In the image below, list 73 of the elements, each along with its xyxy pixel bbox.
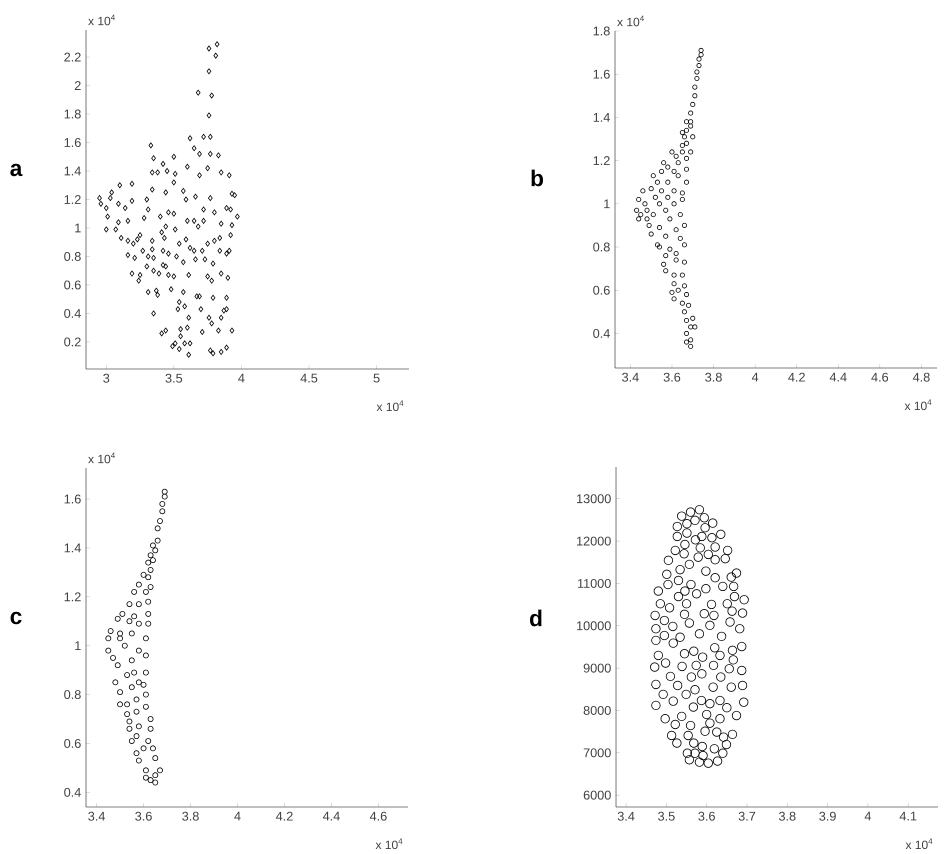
y-tick-label: 0.4 — [64, 308, 81, 318]
x-tick-label: 3.4 — [618, 812, 635, 821]
y-tick-label: 0.4 — [64, 788, 81, 797]
x-tick-label: 4.2 — [276, 812, 293, 821]
y-tick-label: 8000 — [584, 706, 611, 715]
x-tick-label: 4.2 — [788, 372, 805, 382]
y-tick-label: 6000 — [584, 790, 611, 800]
y-tick-label: 1 — [75, 641, 81, 650]
x-tick-label: 3.8 — [705, 372, 722, 382]
y-tick-label: 9000 — [584, 664, 611, 673]
y-tick-label: 10000 — [577, 621, 611, 630]
x-tick-label: 4 — [234, 812, 241, 820]
y-tick-label: 1.4 — [64, 544, 81, 552]
y-tick-label: 0.4 — [593, 328, 610, 338]
y-tick-label: 1 — [604, 199, 610, 208]
y-axis-title: x 10$^{4}$ — [617, 16, 644, 26]
y-tick-label: 0.8 — [64, 690, 81, 700]
y-tick-label: 13000 — [577, 494, 611, 504]
y-tick-label: 7000 — [584, 748, 611, 758]
text: d — [530, 610, 542, 626]
y-tick-label: 0.6 — [64, 280, 81, 290]
y-tick-label: 1.6 — [64, 494, 81, 504]
y-tick-label: 1 — [75, 224, 81, 232]
y-tick-label: 0.6 — [593, 286, 610, 295]
x-tick-label: 4.6 — [370, 812, 387, 821]
x-tick-label: 4 — [238, 374, 245, 382]
y-tick-label: 0.8 — [593, 242, 610, 252]
y-tick-label: 2 — [74, 81, 81, 90]
x-tick-label: 3.6 — [664, 372, 680, 382]
y-tick-label: 1.8 — [594, 26, 610, 36]
x-tick-label: 3.7 — [738, 812, 756, 821]
y-tick-label: 0.2 — [64, 337, 81, 346]
y-tick-label: 0.8 — [64, 252, 81, 261]
x-tick-label: 3.4 — [88, 812, 106, 821]
y-tick-label: 2.2 — [64, 52, 81, 62]
x-tick-label: 4.6 — [871, 372, 888, 382]
x-axis-title: x 10$^{4}$ — [906, 838, 932, 850]
x-axis-title: x 10$^{4}$ — [376, 838, 402, 850]
y-tick-label: 1.6 — [594, 70, 610, 79]
x-axis-title: x 10$^{4}$ — [376, 400, 404, 412]
x-tick-label: 3.8 — [778, 812, 796, 821]
y-tick-label: 11000 — [578, 578, 611, 588]
x-tick-label: 3.8 — [182, 812, 199, 821]
y-tick-label: 12000 — [577, 536, 611, 546]
x-tick-label: 4.1 — [900, 812, 916, 820]
x-tick-label: 3.5 — [166, 374, 182, 383]
x-tick-label: 3.9 — [819, 812, 836, 821]
y-tick-label: 1.2 — [64, 195, 81, 204]
x-tick-label: 4.4 — [322, 812, 340, 820]
text: a — [10, 164, 22, 176]
y-tick-label: 1.4 — [594, 113, 610, 122]
y-tick-label: 1.4 — [64, 166, 81, 176]
y-tick-label: 1.2 — [64, 592, 81, 602]
x-axis-title: x 10$^{4}$ — [904, 399, 932, 410]
x-tick-label: 4 — [864, 812, 872, 820]
y-tick-label: 1.2 — [594, 156, 610, 166]
x-tick-label: 3.6 — [135, 812, 152, 821]
y-tick-label: 1.8 — [64, 110, 81, 119]
x-tick-label: 3.5 — [658, 812, 675, 821]
text: c — [10, 612, 22, 624]
x-tick-label: 3.4 — [622, 372, 639, 382]
x-tick-label: 4 — [752, 372, 758, 382]
x-tick-label: 4.8 — [912, 372, 930, 382]
x-tick-label: 5 — [374, 374, 380, 383]
y-tick-label: 0.6 — [64, 738, 81, 748]
x-tick-label: 3.6 — [698, 812, 715, 821]
y-axis-title: x 10$^{4}$ — [88, 452, 115, 464]
text: b — [532, 170, 544, 186]
x-tick-label: 3 — [103, 374, 110, 383]
x-tick-label: 4.5 — [300, 374, 318, 383]
y-axis-title: x 10$^{4}$ — [88, 14, 115, 26]
x-tick-label: 4.4 — [830, 372, 847, 382]
y-tick-label: 1.6 — [64, 138, 81, 148]
